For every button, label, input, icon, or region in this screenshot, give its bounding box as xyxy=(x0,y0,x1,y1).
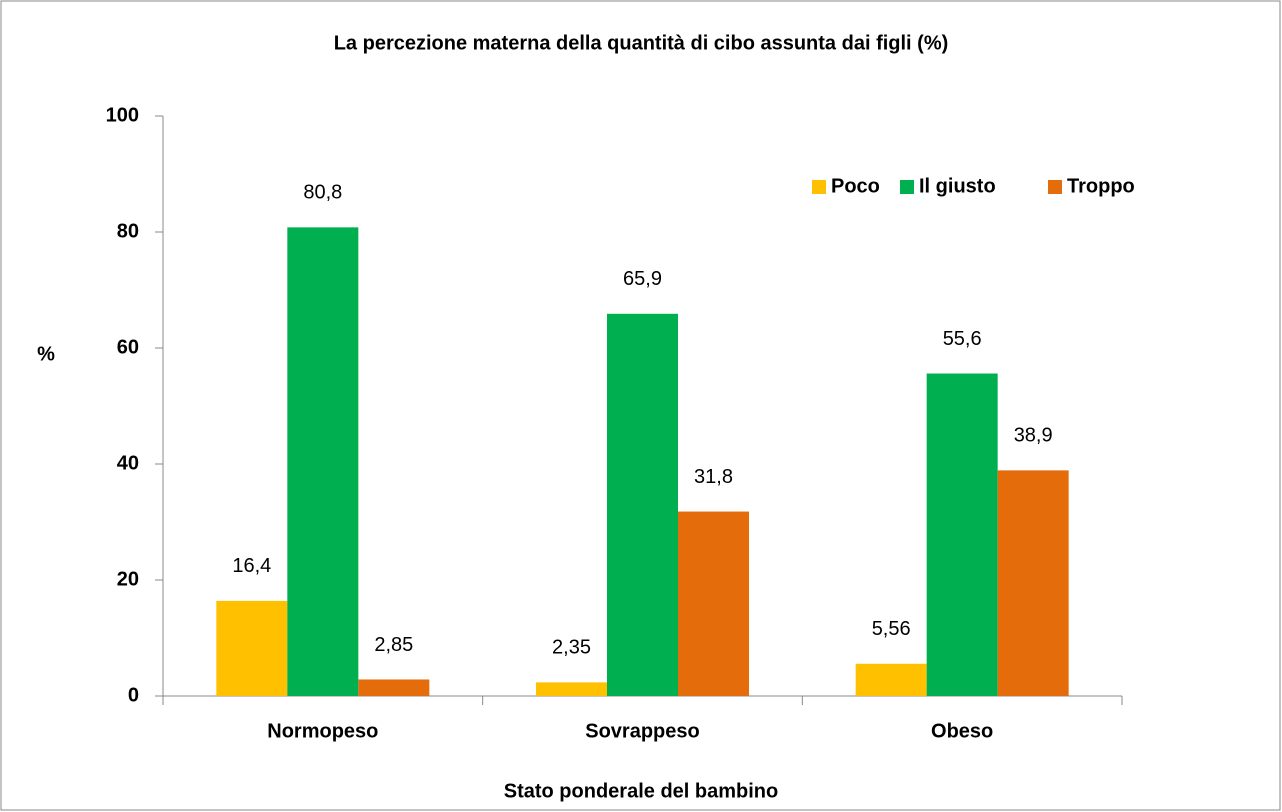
y-tick-label: 0 xyxy=(128,684,139,706)
data-label: 5,56 xyxy=(872,618,911,640)
bar xyxy=(216,600,288,696)
data-label: 80,8 xyxy=(303,182,342,204)
x-tick-label: Normopeso xyxy=(267,720,378,742)
data-label: 55,6 xyxy=(943,328,982,350)
legend-swatch xyxy=(900,180,914,194)
y-tick-label: 100 xyxy=(106,104,139,126)
y-tick-label: 60 xyxy=(117,336,139,358)
bar xyxy=(997,470,1069,696)
chart-title: La percezione materna della quantità di … xyxy=(334,32,949,54)
x-tick-label: Obeso xyxy=(931,720,993,742)
y-tick-label: 80 xyxy=(117,220,139,242)
y-axis-label: % xyxy=(37,343,55,365)
bar xyxy=(678,511,749,696)
bar xyxy=(358,679,430,696)
data-label: 2,85 xyxy=(374,634,413,656)
data-label: 2,35 xyxy=(552,637,591,659)
legend-label: Il giusto xyxy=(919,175,996,197)
bar xyxy=(287,227,359,697)
legend-swatch xyxy=(1048,180,1062,194)
legend-label: Troppo xyxy=(1067,175,1135,197)
y-tick-label: 20 xyxy=(117,568,139,590)
x-axis-label: Stato ponderale del bambino xyxy=(504,780,778,802)
bar xyxy=(926,373,998,696)
legend-swatch xyxy=(812,180,826,194)
data-label: 65,9 xyxy=(623,268,662,290)
y-tick-label: 40 xyxy=(117,452,139,474)
bar xyxy=(536,682,607,696)
bar xyxy=(855,663,927,696)
legend-label: Poco xyxy=(831,175,880,197)
data-label: 16,4 xyxy=(232,555,271,577)
data-label: 38,9 xyxy=(1014,425,1053,447)
data-label: 31,8 xyxy=(694,466,733,488)
bar xyxy=(607,313,678,696)
x-tick-label: Sovrappeso xyxy=(585,720,699,742)
